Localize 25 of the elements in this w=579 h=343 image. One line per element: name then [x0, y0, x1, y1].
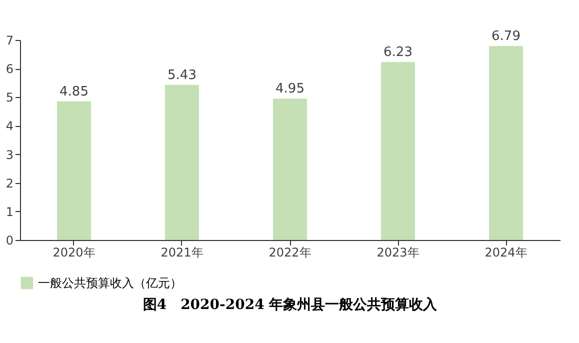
data-label: 6.23 — [384, 45, 412, 60]
x-tick-label: 2022年 — [268, 246, 312, 260]
y-tick-label: 3 — [6, 148, 14, 162]
x-tick-label: 2021年 — [160, 246, 204, 260]
bar — [57, 101, 91, 240]
bar — [273, 98, 307, 240]
data-label: 4.95 — [276, 82, 304, 97]
bar — [489, 46, 523, 240]
y-tick-label: 6 — [6, 62, 14, 76]
legend-label: 一般公共预算收入（亿元） — [38, 276, 182, 290]
x-tick-label: 2023年 — [376, 246, 420, 260]
y-tick-label: 5 — [6, 90, 14, 105]
data-label: 4.85 — [60, 84, 88, 100]
x-tick-label: 2020年 — [52, 246, 96, 260]
y-tick-label: 1 — [6, 204, 14, 219]
y-tick-label: 4 — [6, 119, 14, 134]
bar — [165, 84, 199, 240]
data-label: 6.79 — [492, 29, 520, 44]
data-label: 5.43 — [168, 68, 196, 83]
y-tick-label: 0 — [6, 234, 14, 248]
x-tick-label: 2024年 — [484, 246, 528, 260]
y-tick-label: 7 — [6, 34, 14, 48]
text: 图4 2020-2024 年象州县一般公共预算收入 — [142, 297, 438, 313]
bar — [381, 62, 415, 240]
y-tick-label: 2 — [6, 176, 14, 190]
